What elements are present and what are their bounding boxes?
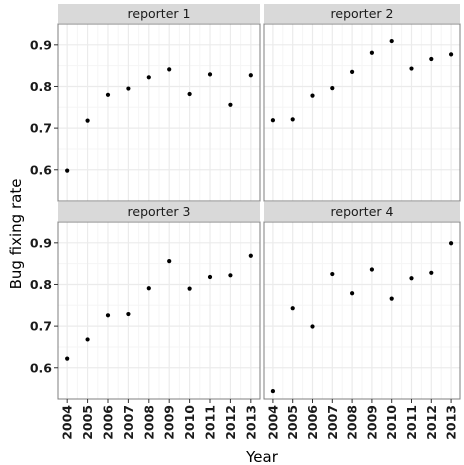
data-point <box>167 67 172 72</box>
x-tick-label: 2010 <box>384 405 399 440</box>
facet-panel-2: reporter 2 <box>263 4 461 202</box>
facet-strip <box>58 202 260 221</box>
x-tick-label: 2013 <box>243 405 258 440</box>
data-point <box>248 253 253 258</box>
x-tick-label: 2010 <box>182 405 197 440</box>
facet-strip-label: reporter 1 <box>128 6 191 21</box>
data-point <box>369 50 374 55</box>
data-point <box>270 118 276 123</box>
y-tick-label: 0.8 <box>30 277 52 292</box>
x-tick-label: 2008 <box>345 405 360 440</box>
x-tick-label: 2004 <box>60 405 75 440</box>
x-tick-label: 2013 <box>444 405 459 440</box>
data-point <box>330 271 335 277</box>
y-axis-title: Bug fixing rate <box>7 179 25 290</box>
data-point <box>187 91 192 97</box>
data-point <box>207 274 213 280</box>
data-point <box>228 273 233 278</box>
data-point <box>389 38 394 44</box>
data-point <box>369 267 374 272</box>
x-tick-label: 2007 <box>121 405 136 440</box>
y-tick-label: 0.6 <box>30 360 52 375</box>
facet-panel-1: reporter 1 0.6 0.7 0.8 0.9 <box>30 4 261 202</box>
facet-strip-label: reporter 3 <box>128 204 191 219</box>
data-point <box>290 117 295 122</box>
y-tick-label: 0.9 <box>30 37 52 52</box>
data-point <box>65 168 70 173</box>
x-tick-label: 2011 <box>404 405 419 440</box>
x-tick-label: 2011 <box>203 405 218 440</box>
data-point <box>146 75 151 80</box>
data-point <box>350 69 355 74</box>
x-tick-label: 2006 <box>100 405 115 440</box>
y-tick-label: 0.8 <box>30 79 52 94</box>
data-point <box>228 102 233 107</box>
y-tick-label: 0.9 <box>30 235 52 250</box>
data-point <box>167 259 172 264</box>
panel-border <box>263 221 461 400</box>
x-tick-label: 2012 <box>424 405 439 440</box>
data-point <box>409 276 414 281</box>
facet-strip <box>264 4 460 23</box>
x-axis-title: Year <box>245 448 279 465</box>
data-point <box>85 337 90 342</box>
data-point <box>126 86 131 91</box>
data-point <box>310 324 315 329</box>
facet-panel-3: reporter 3 0.6 0.7 0.8 0.9 2004 2005 2006 2007 20… <box>30 202 261 440</box>
facet-panel-4: reporter 4 2004 2005 2006 2007 2008 2009 2010 20… <box>263 202 461 440</box>
x-tick-label: 2009 <box>162 405 177 440</box>
y-tick-label: 0.7 <box>30 121 52 136</box>
facet-strip-label: reporter 2 <box>331 6 394 21</box>
x-tick-label: 2005 <box>285 405 300 440</box>
data-point <box>187 286 192 291</box>
data-point <box>105 92 111 97</box>
data-point <box>448 241 454 246</box>
data-point <box>310 93 315 98</box>
panel-border <box>263 23 461 202</box>
data-point <box>448 52 454 57</box>
data-point <box>248 73 253 78</box>
data-point <box>330 86 335 91</box>
x-tick-label: 2007 <box>325 405 340 440</box>
x-tick-label: 2005 <box>80 405 95 440</box>
data-point <box>290 306 295 311</box>
x-tick-label: 2009 <box>364 405 379 440</box>
x-tick-label: 2012 <box>223 405 238 440</box>
data-point <box>350 291 355 296</box>
data-point <box>126 311 131 317</box>
data-point <box>429 270 434 275</box>
panel-border <box>57 221 261 400</box>
data-point <box>207 72 213 77</box>
data-point <box>429 56 434 62</box>
facet-strip <box>264 202 460 221</box>
y-tick-label: 0.7 <box>30 319 52 334</box>
x-tick-label: 2008 <box>141 405 156 440</box>
data-point <box>389 296 394 301</box>
data-point <box>65 356 70 361</box>
x-tick-label: 2006 <box>305 405 320 440</box>
facet-strip-label: reporter 4 <box>331 204 394 219</box>
data-point <box>409 66 414 71</box>
data-point <box>146 286 151 291</box>
facet-strip <box>58 4 260 23</box>
data-point <box>85 118 90 123</box>
data-point <box>105 313 111 318</box>
data-point <box>270 388 276 394</box>
y-tick-label: 0.6 <box>30 162 52 177</box>
panel-border <box>57 23 261 202</box>
x-tick-label: 2004 <box>265 405 280 440</box>
